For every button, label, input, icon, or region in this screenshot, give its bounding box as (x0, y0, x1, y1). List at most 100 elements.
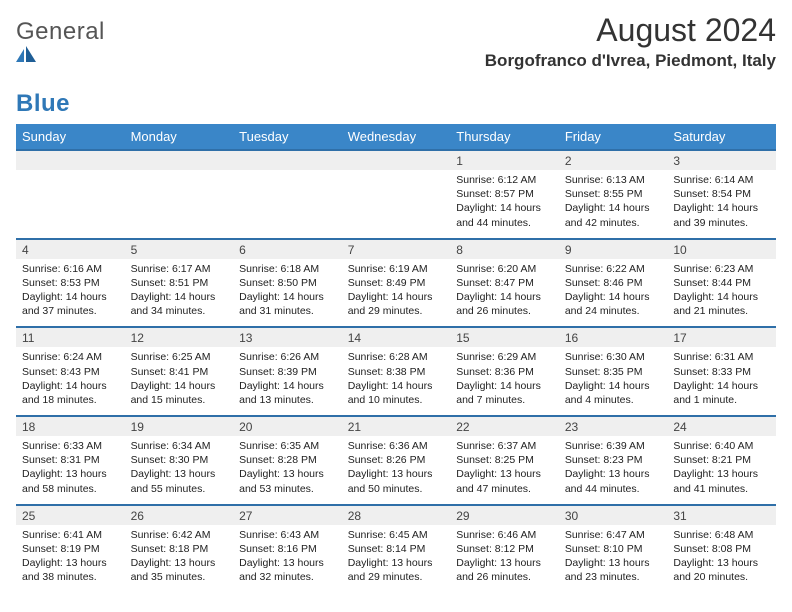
day-number-cell: 3 (667, 150, 776, 170)
day-info-cell: Sunrise: 6:29 AMSunset: 8:36 PMDaylight:… (450, 347, 559, 416)
weekday-header: Wednesday (342, 124, 451, 150)
daylight-text: and 18 minutes. (22, 393, 119, 407)
sunrise-text: Sunrise: 6:20 AM (456, 262, 553, 276)
calendar-page: General Blue August 2024 Borgofranco d'Iv… (0, 0, 792, 612)
day-number-cell: 16 (559, 327, 668, 347)
day-number-cell: 12 (125, 327, 234, 347)
day-number-cell: 25 (16, 505, 125, 525)
daylight-text: Daylight: 13 hours (131, 556, 228, 570)
weekday-header: Tuesday (233, 124, 342, 150)
daylight-text: and 32 minutes. (239, 570, 336, 584)
day-info-cell: Sunrise: 6:18 AMSunset: 8:50 PMDaylight:… (233, 259, 342, 328)
daylight-text: and 35 minutes. (131, 570, 228, 584)
daylight-text: and 21 minutes. (673, 304, 770, 318)
day-info-cell: Sunrise: 6:20 AMSunset: 8:47 PMDaylight:… (450, 259, 559, 328)
sunset-text: Sunset: 8:25 PM (456, 453, 553, 467)
day-number-cell: 20 (233, 416, 342, 436)
sunrise-text: Sunrise: 6:29 AM (456, 350, 553, 364)
sunset-text: Sunset: 8:12 PM (456, 542, 553, 556)
sunrise-text: Sunrise: 6:40 AM (673, 439, 770, 453)
day-info-cell: Sunrise: 6:37 AMSunset: 8:25 PMDaylight:… (450, 436, 559, 505)
logo-text-general: General (16, 18, 105, 45)
sunset-text: Sunset: 8:46 PM (565, 276, 662, 290)
daylight-text: and 29 minutes. (348, 304, 445, 318)
sunrise-text: Sunrise: 6:26 AM (239, 350, 336, 364)
daylight-text: and 26 minutes. (456, 304, 553, 318)
sunrise-text: Sunrise: 6:30 AM (565, 350, 662, 364)
day-info-cell: Sunrise: 6:42 AMSunset: 8:18 PMDaylight:… (125, 525, 234, 593)
day-info-cell: Sunrise: 6:45 AMSunset: 8:14 PMDaylight:… (342, 525, 451, 593)
day-info-cell: Sunrise: 6:47 AMSunset: 8:10 PMDaylight:… (559, 525, 668, 593)
daylight-text: Daylight: 14 hours (348, 379, 445, 393)
sunrise-text: Sunrise: 6:24 AM (22, 350, 119, 364)
location-subtitle: Borgofranco d'Ivrea, Piedmont, Italy (485, 51, 776, 71)
sunset-text: Sunset: 8:18 PM (131, 542, 228, 556)
daylight-text: Daylight: 14 hours (239, 379, 336, 393)
sunset-text: Sunset: 8:57 PM (456, 187, 553, 201)
sunset-text: Sunset: 8:50 PM (239, 276, 336, 290)
daylight-text: Daylight: 14 hours (456, 290, 553, 304)
daylight-text: and 37 minutes. (22, 304, 119, 318)
day-info-cell: Sunrise: 6:41 AMSunset: 8:19 PMDaylight:… (16, 525, 125, 593)
sunrise-text: Sunrise: 6:34 AM (131, 439, 228, 453)
day-info-cell: Sunrise: 6:36 AMSunset: 8:26 PMDaylight:… (342, 436, 451, 505)
day-info-cell: Sunrise: 6:39 AMSunset: 8:23 PMDaylight:… (559, 436, 668, 505)
day-number-cell: 23 (559, 416, 668, 436)
daylight-text: and 13 minutes. (239, 393, 336, 407)
day-number-cell: 26 (125, 505, 234, 525)
day-number-row: 45678910 (16, 239, 776, 259)
sunset-text: Sunset: 8:47 PM (456, 276, 553, 290)
daylight-text: and 23 minutes. (565, 570, 662, 584)
sunset-text: Sunset: 8:44 PM (673, 276, 770, 290)
sunset-text: Sunset: 8:30 PM (131, 453, 228, 467)
daylight-text: Daylight: 13 hours (456, 467, 553, 481)
sunset-text: Sunset: 8:49 PM (348, 276, 445, 290)
day-info-cell: Sunrise: 6:17 AMSunset: 8:51 PMDaylight:… (125, 259, 234, 328)
day-info-cell: Sunrise: 6:24 AMSunset: 8:43 PMDaylight:… (16, 347, 125, 416)
sunset-text: Sunset: 8:10 PM (565, 542, 662, 556)
sunset-text: Sunset: 8:14 PM (348, 542, 445, 556)
day-number-cell: 21 (342, 416, 451, 436)
day-number-cell (233, 150, 342, 170)
daylight-text: Daylight: 13 hours (348, 467, 445, 481)
day-number-row: 25262728293031 (16, 505, 776, 525)
day-number-cell: 27 (233, 505, 342, 525)
sunset-text: Sunset: 8:51 PM (131, 276, 228, 290)
month-title: August 2024 (485, 12, 776, 49)
daylight-text: Daylight: 14 hours (22, 379, 119, 393)
day-info-row: Sunrise: 6:24 AMSunset: 8:43 PMDaylight:… (16, 347, 776, 416)
logo-text-blue: Blue (16, 90, 70, 117)
weekday-header: Saturday (667, 124, 776, 150)
day-info-cell (233, 170, 342, 239)
day-info-cell: Sunrise: 6:16 AMSunset: 8:53 PMDaylight:… (16, 259, 125, 328)
sunset-text: Sunset: 8:39 PM (239, 365, 336, 379)
day-info-cell: Sunrise: 6:23 AMSunset: 8:44 PMDaylight:… (667, 259, 776, 328)
sunset-text: Sunset: 8:19 PM (22, 542, 119, 556)
sunset-text: Sunset: 8:54 PM (673, 187, 770, 201)
day-number-cell: 13 (233, 327, 342, 347)
logo-sails-icon (16, 46, 105, 62)
day-number-cell: 31 (667, 505, 776, 525)
daylight-text: Daylight: 13 hours (22, 467, 119, 481)
daylight-text: Daylight: 13 hours (348, 556, 445, 570)
daylight-text: Daylight: 13 hours (239, 467, 336, 481)
sunrise-text: Sunrise: 6:17 AM (131, 262, 228, 276)
sunset-text: Sunset: 8:16 PM (239, 542, 336, 556)
daylight-text: and 4 minutes. (565, 393, 662, 407)
sunrise-text: Sunrise: 6:25 AM (131, 350, 228, 364)
daylight-text: and 41 minutes. (673, 482, 770, 496)
daylight-text: and 53 minutes. (239, 482, 336, 496)
weekday-header: Sunday (16, 124, 125, 150)
day-number-cell: 4 (16, 239, 125, 259)
day-number-cell: 28 (342, 505, 451, 525)
sunrise-text: Sunrise: 6:35 AM (239, 439, 336, 453)
day-number-cell: 22 (450, 416, 559, 436)
sunrise-text: Sunrise: 6:16 AM (22, 262, 119, 276)
day-info-cell (16, 170, 125, 239)
brand-logo: General Blue (16, 12, 105, 118)
sunrise-text: Sunrise: 6:41 AM (22, 528, 119, 542)
sunrise-text: Sunrise: 6:48 AM (673, 528, 770, 542)
day-info-cell: Sunrise: 6:19 AMSunset: 8:49 PMDaylight:… (342, 259, 451, 328)
day-info-cell: Sunrise: 6:40 AMSunset: 8:21 PMDaylight:… (667, 436, 776, 505)
daylight-text: and 29 minutes. (348, 570, 445, 584)
